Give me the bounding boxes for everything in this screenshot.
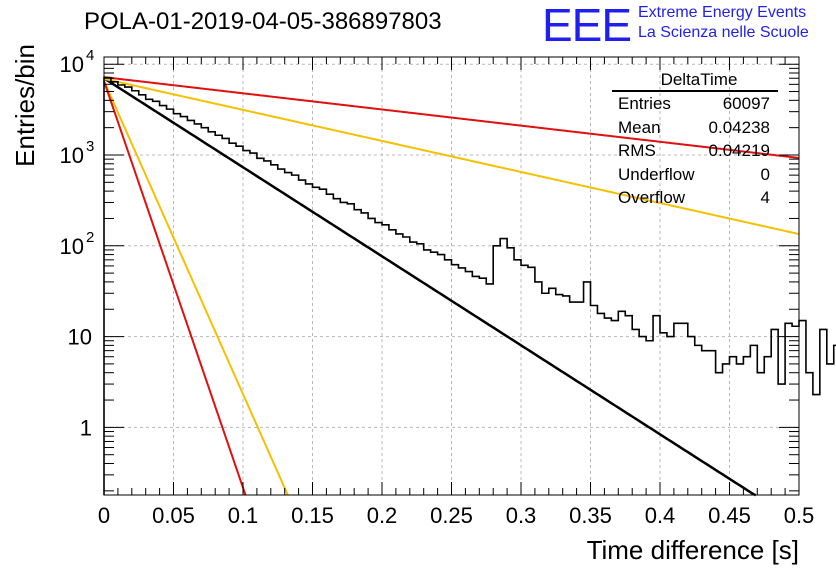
stats-label: Entries xyxy=(618,94,671,113)
fit-curve xyxy=(103,77,756,497)
x-tick-label: 0.1 xyxy=(228,503,259,528)
stats-label: Underflow xyxy=(618,164,695,184)
fit-curve xyxy=(103,80,247,496)
y-axis-label: Entries/bin xyxy=(10,44,40,167)
stats-box: DeltaTime Entries 60097 Mean 0.04238 RMS… xyxy=(612,70,778,210)
histogram xyxy=(103,76,836,495)
y-tick-label: 10 xyxy=(60,143,84,168)
y-tick-label: 1 xyxy=(80,415,92,440)
logo-line-1: Extreme Energy Events xyxy=(638,4,807,21)
x-tick-label: 0.45 xyxy=(708,503,751,528)
stats-label: Mean xyxy=(618,117,661,137)
x-axis-label: Time difference [s] xyxy=(587,535,799,565)
stats-label: Overflow xyxy=(618,188,686,207)
stats-row-underflow: Underflow 0 xyxy=(612,163,778,187)
fit-curves xyxy=(103,76,800,497)
y-tick-label: 10 xyxy=(60,234,84,259)
stats-value: 0 xyxy=(760,164,770,184)
stats-value: 60097 xyxy=(722,94,770,113)
y-tick-exponent: 2 xyxy=(86,229,94,246)
x-tick-label: 0.35 xyxy=(569,503,612,528)
logo-line-2: La Scienza nelle Scuole xyxy=(638,24,809,41)
grid xyxy=(104,57,799,495)
x-tick-label: 0.4 xyxy=(645,503,676,528)
eee-logo: EEE xyxy=(542,0,632,51)
fit-curve xyxy=(103,76,800,159)
x-tick-label: 0.05 xyxy=(152,503,195,528)
axis-ticks xyxy=(103,57,800,495)
stats-row-entries: Entries 60097 xyxy=(612,92,778,116)
histogram-outline xyxy=(103,76,836,495)
x-tick-label: 0.2 xyxy=(367,503,398,528)
x-tick-label: 0.15 xyxy=(291,503,334,528)
x-tick-label: 0.3 xyxy=(506,503,537,528)
x-tick-label: 0 xyxy=(98,503,110,528)
stats-title: DeltaTime xyxy=(612,70,778,92)
y-tick-exponent: 4 xyxy=(86,47,94,64)
x-tick-label: 0.5 xyxy=(784,503,815,528)
chart-title: POLA-01-2019-04-05-386897803 xyxy=(84,8,442,35)
stats-value: 0.04219 xyxy=(708,141,770,160)
y-tick-label: 10 xyxy=(60,52,84,77)
x-tick-label: 0.25 xyxy=(430,503,473,528)
stats-value: 0.04238 xyxy=(708,117,770,137)
stats-value: 4 xyxy=(760,188,770,207)
y-tick-label: 10 xyxy=(68,325,92,350)
fit-curve xyxy=(103,77,800,236)
stats-label: RMS xyxy=(618,141,656,160)
stats-row-overflow: Overflow 4 xyxy=(612,186,778,210)
y-tick-exponent: 3 xyxy=(86,138,94,155)
stats-row-mean: Mean 0.04238 xyxy=(612,116,778,140)
fit-curve xyxy=(103,80,289,496)
x-tick-labels: 0 0.05 0.1 0.15 0.2 0.25 0.3 0.35 0.4 0.45 0.5 xyxy=(98,503,814,528)
stats-row-rms: RMS 0.04219 xyxy=(612,139,778,163)
